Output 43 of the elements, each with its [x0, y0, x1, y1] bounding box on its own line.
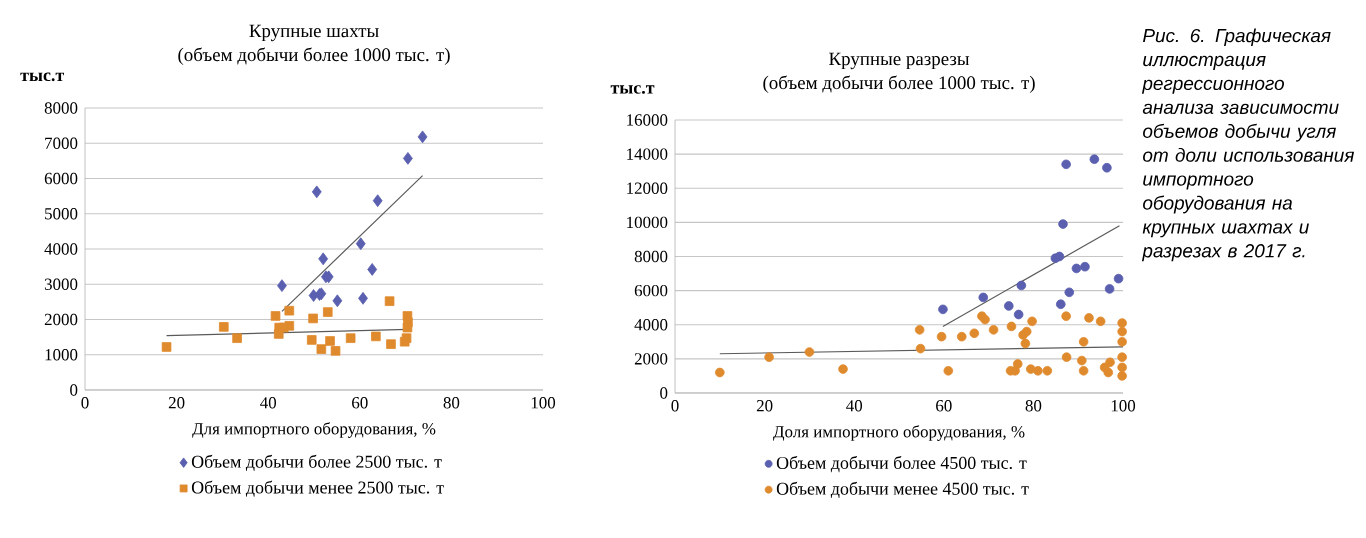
y-tick-label: 8000 — [634, 250, 668, 263]
x-tick-label: 0 — [81, 397, 89, 409]
x-tick-label: 100 — [1111, 400, 1136, 412]
x-tick-label: 100 — [531, 397, 556, 409]
x-tick-label: 40 — [260, 397, 277, 409]
y-tick-label: 16000 — [627, 114, 668, 126]
y-tick-label: 7000 — [45, 137, 78, 149]
y-axis-title: тыс.т — [610, 85, 655, 94]
y-tick-label: 1000 — [45, 349, 78, 361]
x-tick-label: 80 — [1025, 400, 1042, 412]
legend-label: Объем добычи менее 4500 тыс. т — [776, 481, 1029, 499]
y-axis-title: тыс.т — [20, 72, 65, 82]
legend-label: Объем добычи более 4500 тыс. т — [776, 455, 1027, 473]
x-axis-title: Для импортного оборудования, % — [192, 422, 436, 438]
chart-title: Рис. 6. Графическая иллюстрация регрессионного анализа зависимости объемов добычи угля от доли использования импортного оборудования на крупных шахтах и разрезах в 2017 г. — [1141, 28, 1355, 262]
y-tick-label: 10000 — [627, 216, 668, 229]
chart-subtitle: (объем добычи более 1000 тыс. т) — [178, 47, 450, 65]
x-tick-label: 60 — [352, 397, 368, 409]
y-tick-label: 14000 — [627, 148, 668, 160]
x-tick-label: 0 — [671, 400, 679, 412]
y-tick-label: 0 — [70, 384, 78, 396]
y-tick-label: 6000 — [44, 172, 78, 185]
x-tick-label: 80 — [443, 397, 460, 409]
x-axis-title: Доля импортного оборудования, % — [773, 425, 1025, 441]
y-tick-label: 6000 — [634, 284, 668, 297]
chart-title: Крупные разрезы — [829, 52, 970, 70]
legend-label: Объем добычи менее 2500 тыс. т — [191, 480, 444, 497]
y-tick-label: 0 — [660, 387, 668, 399]
y-tick-label: 3000 — [44, 278, 78, 290]
y-tick-label: 2000 — [44, 313, 78, 326]
x-tick-label: 60 — [936, 400, 952, 412]
y-tick-label: 12000 — [627, 182, 668, 194]
y-tick-label: 8000 — [44, 102, 78, 114]
y-tick-label: 4000 — [634, 319, 668, 331]
y-tick-label: 5000 — [45, 208, 78, 220]
y-tick-label: 4000 — [44, 243, 78, 255]
chart-title: Крупные шахты — [249, 24, 379, 42]
x-tick-label: 20 — [168, 397, 185, 409]
legend-label: Объем добычи более 2500 тыс. т — [191, 454, 442, 472]
x-tick-label: 20 — [756, 400, 773, 412]
y-tick-label: 2000 — [634, 353, 668, 365]
x-tick-label: 40 — [846, 400, 863, 412]
chart-subtitle: (объем добычи более 1000 тыс. т) — [763, 75, 1035, 93]
